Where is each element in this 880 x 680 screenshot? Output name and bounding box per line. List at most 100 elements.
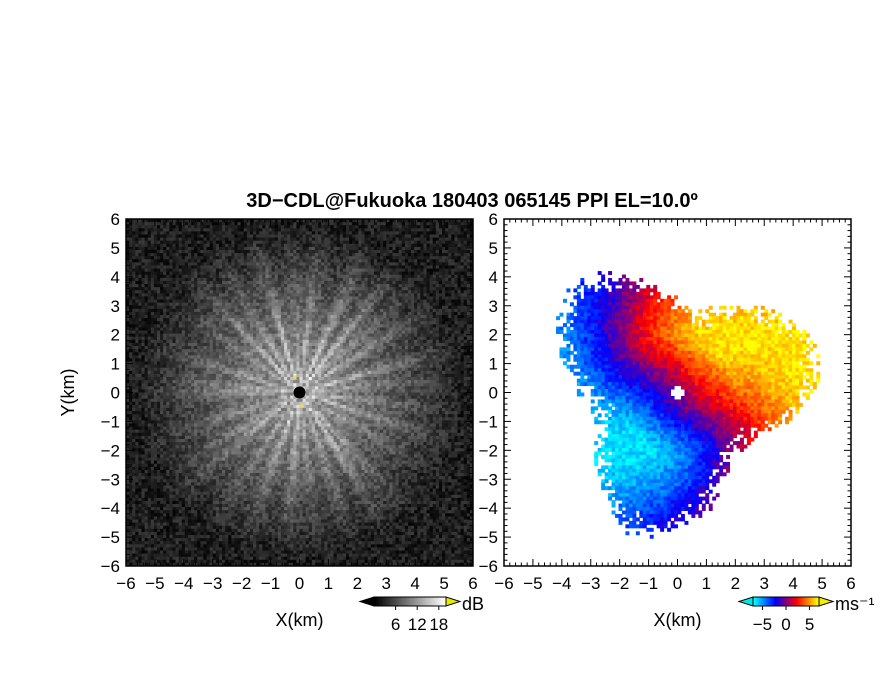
intensity-cell xyxy=(172,324,177,328)
intensity-cell xyxy=(358,346,362,350)
intensity-cell xyxy=(206,259,211,263)
intensity-cell xyxy=(376,305,381,310)
intensity-cell xyxy=(169,311,173,316)
intensity-cell xyxy=(308,339,313,344)
intensity-cell xyxy=(215,349,220,353)
intensity-cell xyxy=(376,336,381,341)
intensity-cell xyxy=(451,315,455,319)
intensity-cell xyxy=(234,222,239,226)
intensity-cell xyxy=(423,324,428,328)
intensity-cell xyxy=(355,246,359,251)
intensity-cell xyxy=(460,246,465,251)
intensity-cell xyxy=(442,228,446,232)
intensity-cell xyxy=(392,346,397,350)
intensity-cell xyxy=(231,265,235,270)
intensity-cell xyxy=(426,311,431,316)
intensity-cell xyxy=(367,265,372,270)
intensity-cell xyxy=(271,284,276,288)
intensity-cell xyxy=(395,349,400,353)
intensity-cell xyxy=(290,265,294,270)
intensity-cell xyxy=(209,268,214,273)
intensity-cell xyxy=(308,346,313,350)
intensity-cell xyxy=(243,253,248,257)
intensity-cell xyxy=(451,308,455,313)
intensity-cell xyxy=(321,330,325,335)
intensity-cell xyxy=(420,342,424,347)
intensity-cell xyxy=(215,219,220,223)
intensity-cell xyxy=(209,249,214,254)
intensity-cell xyxy=(197,262,201,266)
intensity-cell xyxy=(144,268,149,273)
intensity-cell xyxy=(249,302,254,307)
intensity-cell xyxy=(311,259,316,263)
intensity-cell xyxy=(156,271,161,276)
intensity-cell xyxy=(342,311,347,316)
intensity-cell xyxy=(169,336,173,341)
intensity-cell xyxy=(308,237,313,242)
intensity-cell xyxy=(265,287,270,291)
intensity-cell xyxy=(187,274,192,279)
intensity-cell xyxy=(144,271,149,276)
intensity-cell xyxy=(262,243,266,248)
intensity-cell xyxy=(373,336,378,341)
intensity-cell xyxy=(296,287,300,291)
intensity-cell xyxy=(153,299,158,304)
intensity-cell xyxy=(197,222,201,226)
intensity-cell xyxy=(386,311,390,316)
intensity-cell xyxy=(256,225,260,229)
intensity-cell xyxy=(259,339,263,344)
intensity-cell xyxy=(361,274,366,279)
intensity-cell xyxy=(228,349,232,353)
intensity-cell xyxy=(138,342,142,347)
intensity-cell xyxy=(457,249,462,254)
intensity-cell xyxy=(395,339,400,344)
intensity-cell xyxy=(203,277,208,282)
intensity-cell xyxy=(234,225,239,229)
intensity-cell xyxy=(308,330,313,335)
intensity-cell xyxy=(466,321,471,325)
intensity-cell xyxy=(308,324,313,328)
intensity-cell xyxy=(367,296,372,301)
intensity-cell xyxy=(231,305,235,310)
intensity-cell xyxy=(404,277,409,282)
intensity-cell xyxy=(358,339,362,344)
intensity-cell xyxy=(386,339,390,344)
intensity-cell xyxy=(169,222,173,226)
intensity-cell xyxy=(191,249,195,254)
intensity-cell xyxy=(129,324,133,328)
intensity-cell xyxy=(240,308,245,313)
intensity-cell xyxy=(153,231,158,235)
intensity-cell xyxy=(454,315,459,319)
intensity-cell xyxy=(184,277,189,282)
intensity-cell xyxy=(460,234,465,239)
intensity-cell xyxy=(333,228,338,232)
intensity-cell xyxy=(336,243,341,248)
intensity-cell xyxy=(172,243,177,248)
intensity-cell xyxy=(423,253,428,257)
intensity-cell xyxy=(215,280,220,285)
intensity-cell xyxy=(383,222,387,226)
intensity-cell xyxy=(218,228,223,232)
intensity-cell xyxy=(460,219,465,223)
intensity-cell xyxy=(259,284,263,288)
intensity-cell xyxy=(150,253,155,257)
intensity-cell xyxy=(345,280,350,285)
intensity-cell xyxy=(296,346,300,350)
intensity-cell xyxy=(169,299,173,304)
intensity-cell xyxy=(370,231,375,235)
intensity-cell xyxy=(126,265,130,270)
intensity-cell xyxy=(383,296,387,301)
intensity-cell xyxy=(333,305,338,310)
intensity-cell xyxy=(451,231,455,235)
intensity-cell xyxy=(234,296,239,301)
intensity-cell xyxy=(160,262,164,266)
intensity-cell xyxy=(262,237,266,242)
intensity-cell xyxy=(175,305,180,310)
intensity-cell xyxy=(200,330,204,335)
intensity-cell xyxy=(324,352,328,356)
intensity-cell xyxy=(370,299,375,304)
intensity-cell xyxy=(237,240,242,245)
intensity-cell xyxy=(345,305,350,310)
intensity-cell xyxy=(395,249,400,254)
intensity-cell xyxy=(438,280,443,285)
